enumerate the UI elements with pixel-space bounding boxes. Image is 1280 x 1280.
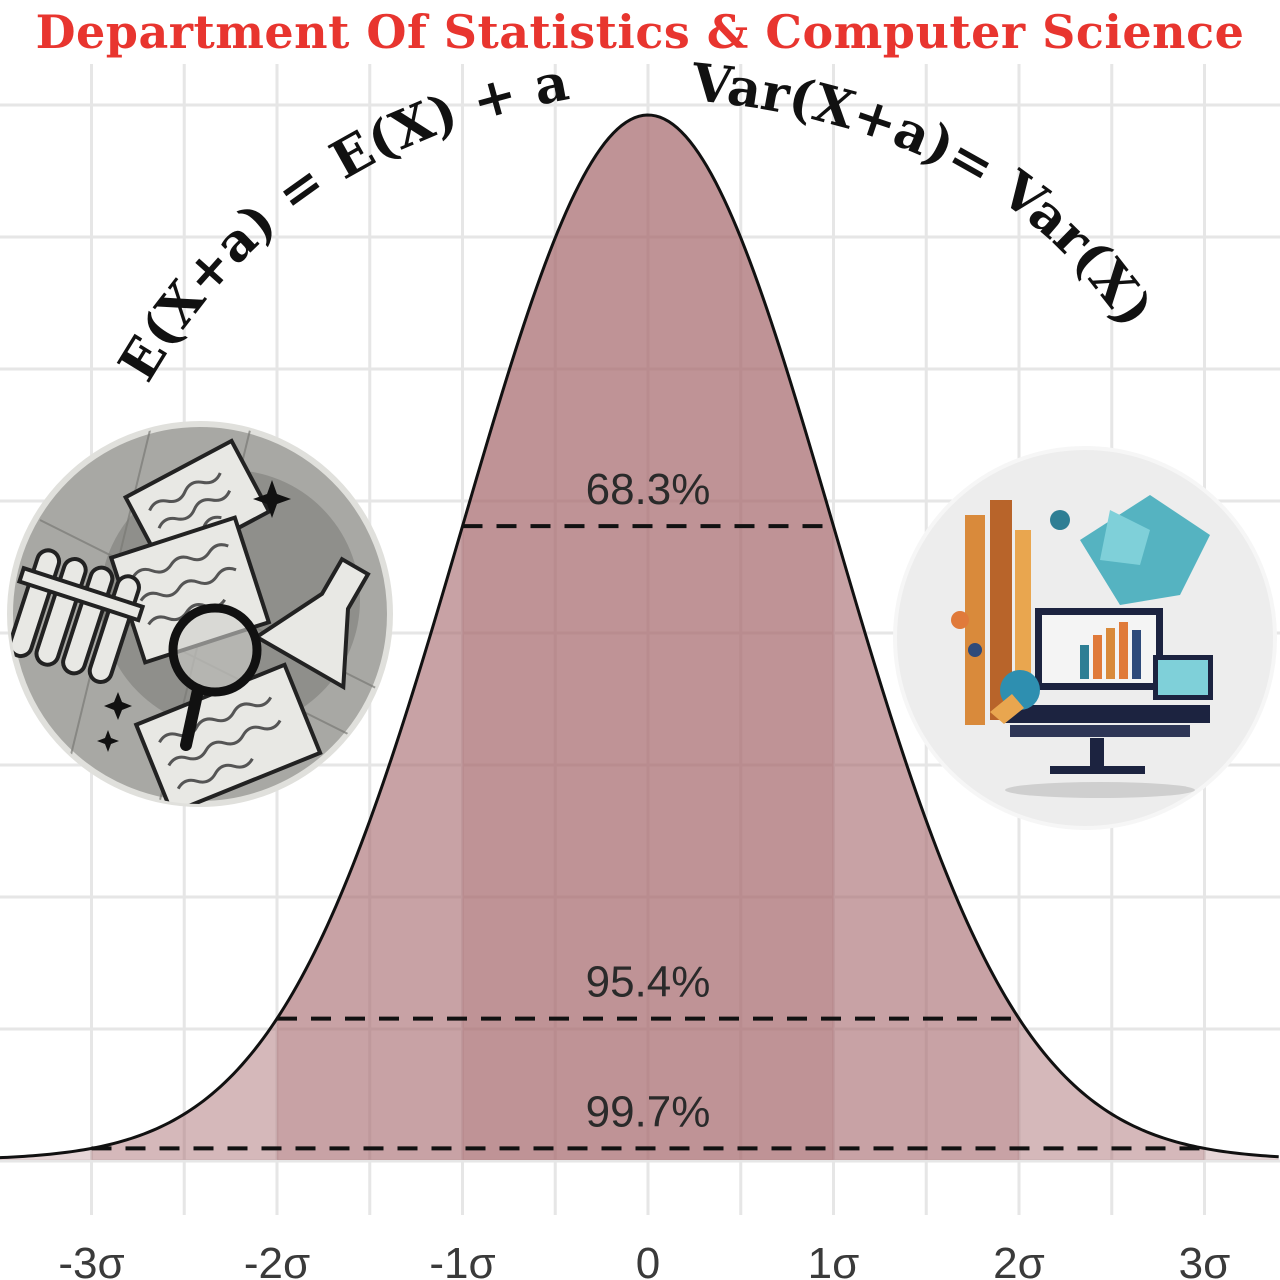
x-tick-label: -3σ [58, 1239, 124, 1280]
x-tick-label: 0 [636, 1239, 660, 1280]
x-tick-label: -1σ [429, 1239, 495, 1280]
band-area [462, 115, 834, 1160]
statistics-documents-icon [7, 421, 393, 807]
bell-curve [0, 113, 1279, 1160]
x-axis-tick-labels: -3σ -2σ -1σ 0 1σ 2σ 3σ [58, 1239, 1230, 1280]
page-title: Department Of Statistics & Computer Scie… [35, 5, 1245, 59]
computer-science-workstation-icon [893, 446, 1277, 830]
band-labels: 68.3% 95.4% 99.7% [586, 465, 711, 1136]
x-tick-label: 2σ [993, 1239, 1045, 1280]
band-label: 95.4% [586, 958, 711, 1007]
band-area [277, 115, 1019, 1160]
tail-area [0, 115, 1279, 1160]
band-label: 68.3% [586, 465, 711, 514]
band-label: 99.7% [586, 1087, 711, 1136]
x-tick-label: 3σ [1179, 1239, 1231, 1280]
confidence-bands [0, 115, 1279, 1160]
x-tick-label: -2σ [244, 1239, 310, 1280]
formula-expectation: E(X+a) = E(X) + a [107, 52, 574, 392]
band-dashed-lines [91, 524, 1205, 1151]
band-area [91, 115, 1205, 1160]
x-tick-label: 1σ [808, 1239, 860, 1280]
formula-expectation-text: E(X+a) = E(X) + a [107, 52, 574, 392]
